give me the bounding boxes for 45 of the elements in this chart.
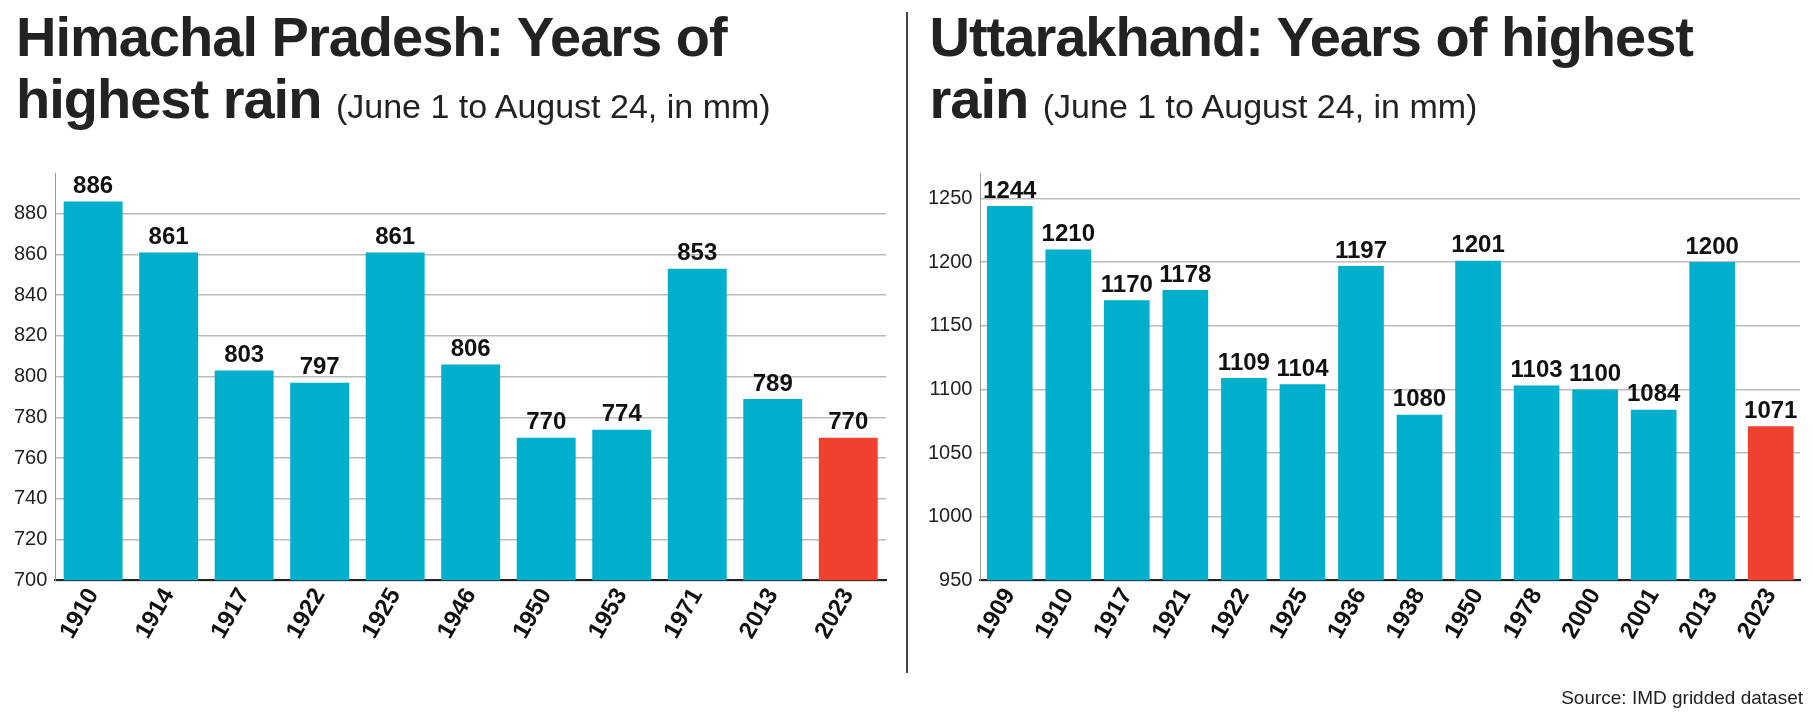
chart-subtitle: (June 1 to August 24, in mm) [335,87,771,125]
data-label: 1084 [1626,379,1681,407]
data-label: 1200 [1685,231,1739,259]
y-tick-label: 820 [13,323,48,346]
data-label: 803 [224,340,265,368]
y-tick-label: 950 [938,567,972,590]
data-label: 1071 [1743,395,1797,423]
data-label: 774 [601,399,643,427]
y-tick-label: 700 [13,567,48,590]
y-tick-label: 780 [13,404,48,427]
data-label: 861 [148,222,189,250]
y-tick-label: 720 [13,527,48,550]
y-tick-label: 1150 [928,313,972,336]
data-label: 806 [450,334,491,362]
data-label: 1170 [1100,269,1153,297]
y-tick-label: 1050 [927,440,972,463]
data-label: 1100 [1568,359,1621,387]
data-label: 1109 [1217,347,1270,375]
data-label: 1103 [1510,355,1563,383]
y-tick-label: 1250 [927,185,972,208]
chart-subtitle: (June 1 to August 24, in mm) [1042,87,1478,125]
data-label: 1178 [1158,259,1211,287]
data-label: 1104 [1275,353,1329,381]
data-label: 770 [828,407,869,435]
data-label: 853 [677,238,718,266]
y-tick-label: 740 [13,486,48,509]
y-tick-label: 1200 [927,249,972,272]
data-label: 861 [375,222,416,250]
y-tick-label: 840 [13,282,48,305]
y-tick-label: 760 [13,445,48,468]
data-label: 789 [752,368,793,396]
data-label: 770 [526,407,567,435]
data-label: 1201 [1450,230,1505,258]
data-label: 886 [73,171,114,199]
data-label: 797 [299,352,340,380]
y-tick-label: 860 [13,241,48,264]
data-label: 1080 [1392,384,1446,412]
y-tick-label: 880 [13,201,48,224]
y-tick-label: 1000 [927,504,972,527]
y-tick-label: 800 [13,364,48,387]
data-label: 1210 [1041,219,1095,247]
data-label: 1197 [1334,235,1387,263]
data-label: 1244 [982,175,1037,203]
y-tick-label: 1100 [928,376,972,399]
source-note: Source: IMD gridded dataset [1561,687,1803,709]
